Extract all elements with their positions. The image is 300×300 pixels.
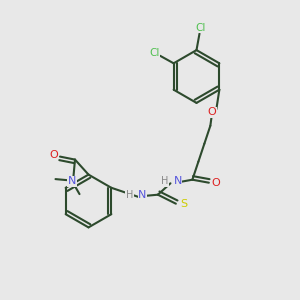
Text: O: O (211, 178, 220, 188)
Text: H: H (126, 190, 133, 200)
Text: N: N (138, 190, 147, 200)
Text: N: N (173, 176, 182, 186)
Text: N: N (68, 176, 76, 187)
Text: S: S (180, 199, 187, 209)
Text: H: H (161, 176, 168, 186)
Text: O: O (49, 150, 58, 160)
Text: Cl: Cl (149, 48, 159, 58)
Text: O: O (208, 107, 216, 117)
Text: Cl: Cl (196, 22, 206, 33)
